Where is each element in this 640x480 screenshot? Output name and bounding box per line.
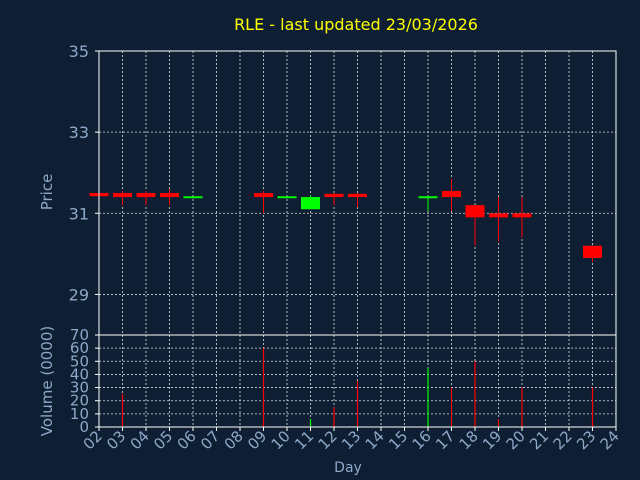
candle-body (324, 193, 344, 198)
volume-y-tick-label: 10 (70, 405, 89, 423)
volume-y-tick-label: 0 (79, 418, 89, 436)
candle-body (583, 245, 602, 258)
price-panel: 29 31 33 35 Price (38, 42, 617, 336)
volume-y-tick-label: 40 (70, 365, 89, 383)
candle-body (512, 213, 532, 218)
x-axis-label: Day (334, 460, 362, 476)
candle-body (183, 196, 203, 199)
volume-bars (121, 348, 594, 427)
candle-body (489, 213, 508, 218)
candle-body (301, 197, 320, 210)
candle-body (348, 193, 367, 198)
price-candles (89, 178, 602, 262)
volume-y-tick-label: 20 (70, 392, 89, 410)
volume-y-tick-label: 50 (70, 352, 89, 370)
volume-y-tick-label: 30 (70, 379, 89, 397)
chart-title: RLE - last updated 23/03/2026 (234, 15, 478, 34)
price-y-tick-label: 31 (69, 204, 89, 223)
price-y-tick-label: 29 (69, 285, 89, 304)
candle-body (442, 190, 461, 198)
candle-body (465, 205, 485, 218)
candle-body (418, 196, 438, 199)
price-y-tick-label: 33 (69, 123, 89, 142)
candle-body (113, 193, 132, 198)
volume-y-tick-label: 70 (70, 326, 89, 344)
volume-y-axis-label: Volume (0000) (38, 326, 56, 436)
price-y-tick-label: 35 (69, 42, 89, 61)
x-tick-labels: 0203040506070809101112131415161718192021… (80, 427, 623, 453)
candle-body (136, 193, 156, 198)
candle-body (160, 193, 179, 198)
price-y-tick-labels: 29 31 33 35 (69, 42, 99, 304)
volume-y-tick-label: 60 (70, 339, 89, 357)
candle-body (277, 196, 297, 199)
price-y-axis-label: Price (38, 174, 56, 211)
candle-body (254, 193, 273, 198)
